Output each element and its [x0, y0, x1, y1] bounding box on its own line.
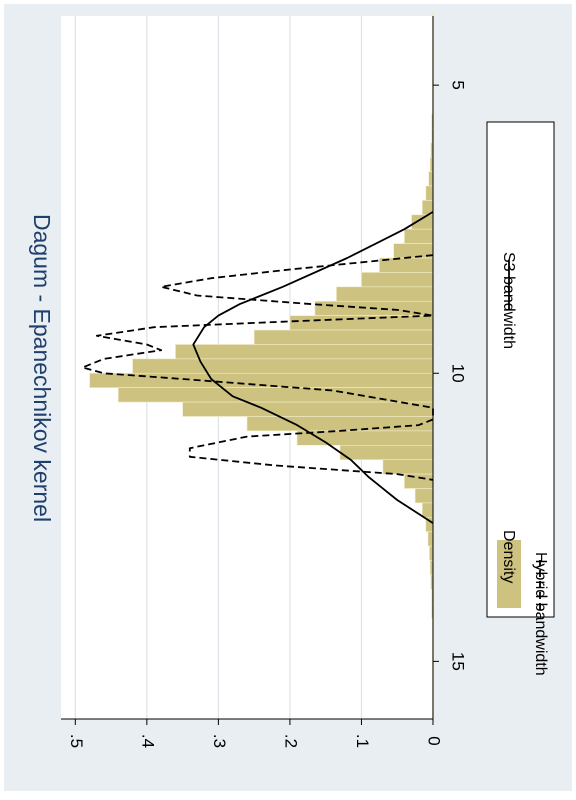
histogram-bar — [429, 546, 433, 560]
title-group: Dagum - Epanechnikov kernel — [29, 214, 55, 522]
histogram-bar — [404, 229, 433, 243]
x-tick-label: 15 — [449, 652, 468, 671]
histogram-bar — [415, 489, 433, 503]
histogram-bar — [254, 330, 433, 344]
y-tick-label: 0 — [425, 736, 444, 745]
histogram-bar — [340, 445, 433, 459]
histogram-bar — [336, 287, 433, 301]
x-tick-label: 5 — [449, 80, 468, 89]
chart-title: Dagum - Epanechnikov kernel — [29, 214, 55, 522]
legend-hybrid-label: Hybrid bandwidth — [532, 552, 549, 676]
y-tick-label: .4 — [138, 734, 157, 748]
histogram-bar — [183, 402, 433, 416]
histogram-bar — [422, 503, 433, 517]
histogram-bar — [429, 172, 433, 186]
legend: Density S3 bandwidth Hybrid bandwidth — [487, 122, 554, 676]
y-tick-label: .1 — [353, 734, 372, 748]
y-tick-label: .3 — [210, 734, 229, 748]
histogram-bar — [383, 460, 433, 474]
y-tick-label: .2 — [281, 734, 300, 748]
histogram-bar — [426, 186, 433, 200]
histogram-bar — [428, 532, 433, 546]
y-tick-label: .5 — [67, 734, 86, 748]
legend-s3-label: S3 bandwidth — [500, 252, 517, 349]
legend-density-label: Density — [500, 530, 517, 583]
histogram-bar — [133, 359, 433, 373]
x-tick-label: 10 — [449, 364, 468, 383]
histogram-bar — [361, 272, 433, 286]
histogram-bar — [175, 344, 433, 358]
histogram-bar — [247, 416, 433, 430]
